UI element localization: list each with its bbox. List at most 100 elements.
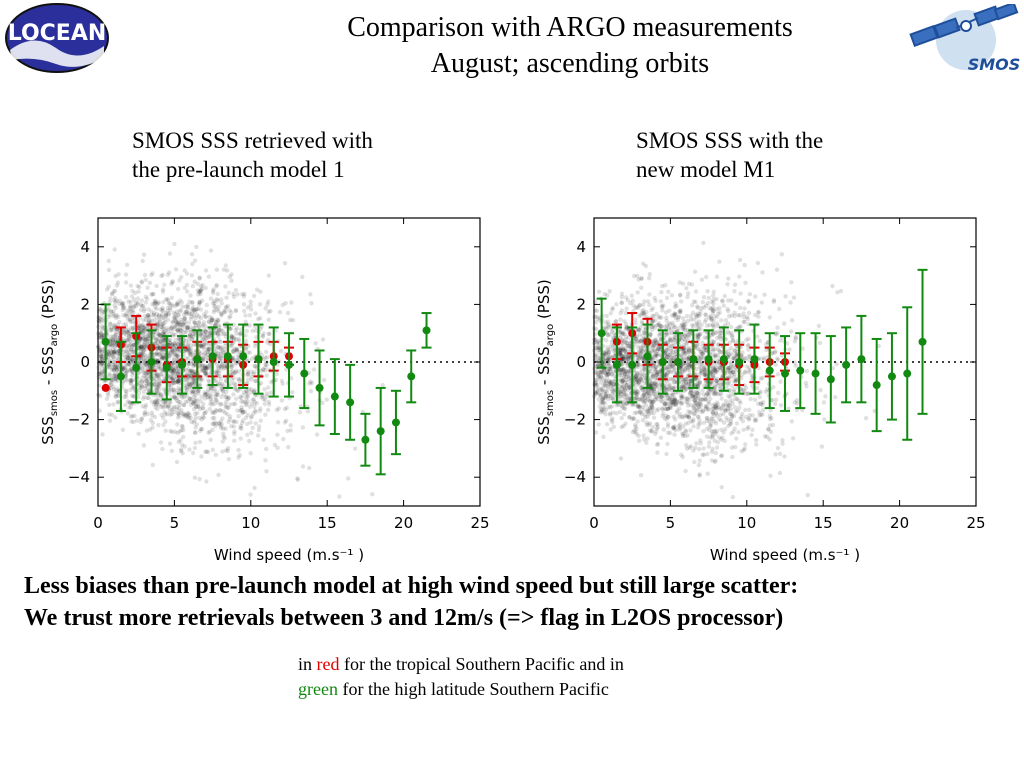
scatter-point: [136, 360, 141, 365]
scatter-point: [138, 383, 144, 388]
scatter-point: [116, 301, 122, 306]
scatter-point: [192, 320, 198, 325]
scatter-point: [699, 277, 705, 282]
scatter-point: [210, 402, 215, 407]
scatter-point: [161, 337, 167, 343]
scatter-point: [231, 291, 236, 297]
scatter-point: [220, 416, 225, 421]
scatter-point: [752, 397, 758, 402]
scatter-point: [224, 394, 229, 400]
scatter-point: [188, 333, 193, 338]
scatter-point: [692, 269, 698, 274]
scatter-point: [153, 305, 158, 310]
scatter-point: [154, 311, 159, 317]
scatter-point: [191, 406, 197, 412]
scatter-point: [203, 392, 208, 397]
scatter-point: [113, 349, 118, 354]
scatter-point: [98, 307, 104, 313]
scatter-point: [186, 366, 191, 372]
scatter-point: [643, 399, 648, 404]
scatter-point: [137, 347, 142, 352]
scatter-point: [143, 334, 148, 340]
scatter-point: [203, 392, 209, 397]
scatter-point: [109, 309, 114, 315]
scatter-point: [741, 319, 746, 324]
scatter-point: [265, 355, 270, 360]
scatter-point: [146, 312, 151, 318]
scatter-point: [172, 380, 177, 386]
scatter-point: [194, 244, 199, 250]
scatter-point: [187, 375, 192, 380]
scatter-point: [106, 357, 111, 363]
scatter-point: [144, 383, 150, 388]
scatter-point: [220, 439, 225, 444]
scatter-point: [109, 367, 114, 372]
scatter-point: [144, 378, 149, 383]
scatter-point: [137, 284, 142, 290]
scatter-point: [204, 479, 209, 484]
scatter-point: [184, 309, 189, 314]
scatter-point: [254, 401, 259, 406]
scatter-point: [160, 394, 165, 400]
scatter-point: [701, 446, 706, 451]
scatter-point: [690, 419, 696, 424]
scatter-point: [107, 412, 112, 417]
scatter-point: [655, 441, 661, 447]
scatter-point: [185, 347, 191, 353]
right-panel-caption: SMOS SSS with the new model M1: [636, 126, 823, 184]
scatter-point: [142, 306, 147, 312]
scatter-point: [746, 298, 751, 304]
scatter-point: [659, 303, 664, 309]
scatter-point: [156, 344, 161, 349]
scatter-point: [183, 310, 188, 315]
scatter-point: [684, 314, 690, 319]
scatter-point: [119, 301, 125, 307]
scatter-point: [133, 300, 138, 306]
scatter-point: [153, 405, 158, 410]
scatter-point: [226, 405, 231, 410]
scatter-point: [248, 451, 253, 456]
scatter-point: [166, 382, 172, 387]
scatter-point: [720, 298, 725, 303]
scatter-point: [219, 328, 224, 333]
scatter-point: [251, 397, 257, 402]
scatter-point: [239, 408, 244, 413]
scatter-point: [203, 371, 208, 376]
scatter-point: [150, 313, 156, 318]
scatter-point: [282, 420, 288, 425]
scatter-point: [216, 420, 222, 426]
scatter-point: [99, 356, 105, 362]
scatter-point: [264, 446, 269, 452]
page-title: Comparison with ARGO measurements August…: [260, 10, 880, 82]
scatter-point: [187, 369, 193, 374]
scatter-point: [139, 280, 145, 285]
scatter-point: [170, 279, 175, 284]
scatter-point: [775, 372, 781, 377]
scatter-point: [126, 331, 132, 336]
scatter-point: [131, 371, 136, 376]
scatter-point: [191, 376, 196, 382]
scatter-point: [629, 402, 634, 408]
scatter-point: [189, 314, 194, 319]
scatter-point: [197, 406, 203, 412]
scatter-point: [113, 333, 118, 338]
scatter-point: [188, 385, 193, 390]
scatter-point: [154, 302, 159, 307]
scatter-point: [637, 313, 642, 319]
scatter-point: [233, 307, 239, 313]
scatter-point: [163, 404, 168, 409]
scatter-point: [789, 419, 794, 424]
scatter-point: [261, 437, 266, 442]
scatter-point: [219, 381, 225, 387]
scatter-point: [252, 388, 257, 393]
scatter-point: [106, 284, 112, 289]
y-axis-label-subscript: smos: [49, 390, 60, 416]
x-tick-label: 10: [241, 514, 260, 532]
scatter-point: [193, 415, 198, 420]
scatter-point: [734, 421, 740, 426]
scatter-point: [667, 308, 672, 313]
scatter-point: [136, 345, 141, 351]
scatter-point: [725, 282, 730, 287]
scatter-point: [284, 418, 289, 423]
